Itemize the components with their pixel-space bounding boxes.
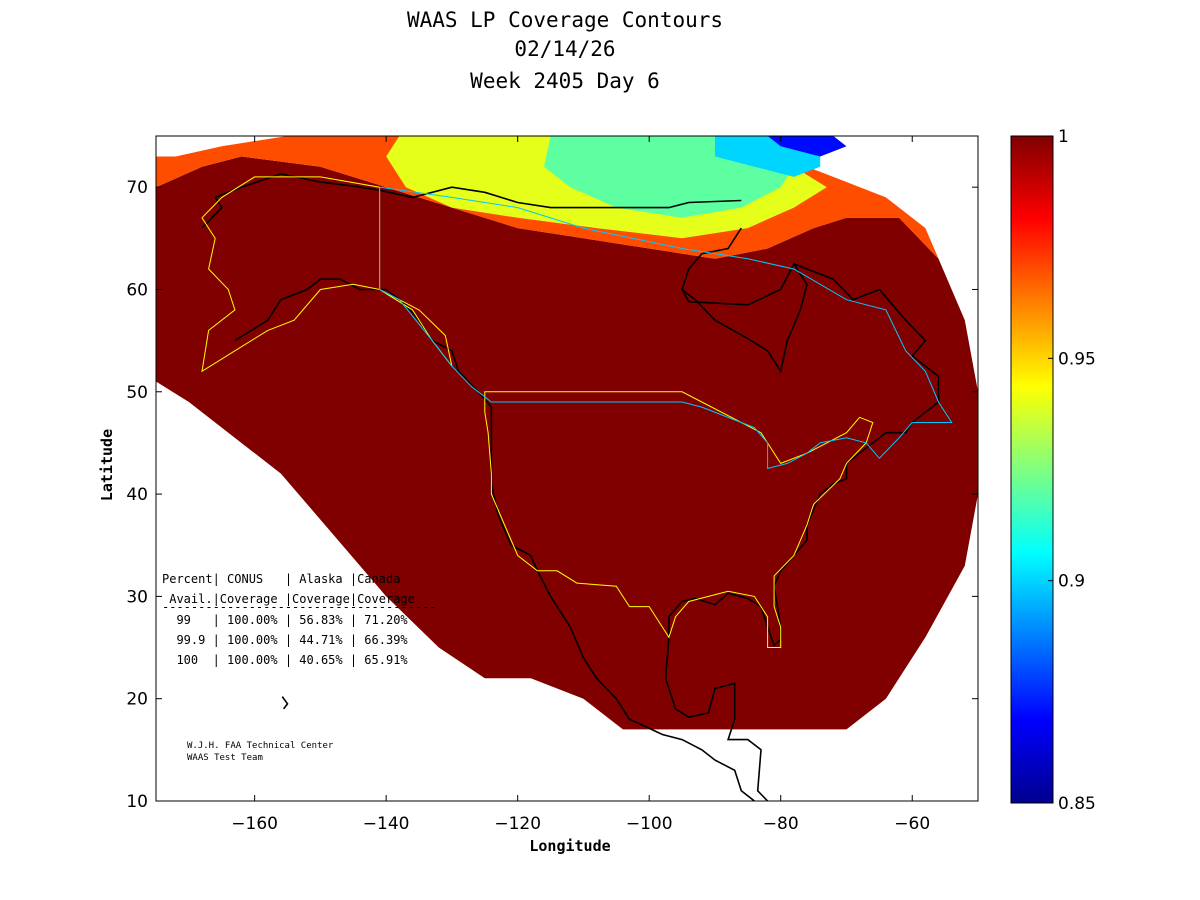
x-axis-ticks: −160 −140 −120 −100 −80 −60 xyxy=(231,136,930,834)
coverage-region-main-coverage xyxy=(156,156,978,730)
colorbar-tick-label: 0.9 xyxy=(1058,572,1085,592)
coverage-stats-table: Percent| CONUS | Alaska |Canada Avail.|C… xyxy=(162,572,437,667)
x-tick-label: −140 xyxy=(363,814,410,834)
y-tick-label: 70 xyxy=(126,178,148,198)
y-axis-label: Latitude xyxy=(98,429,116,501)
coastline-hudson xyxy=(681,227,808,374)
chart-title-line-3: Week 2405 Day 6 xyxy=(470,69,660,93)
coastline-yucatan xyxy=(664,637,769,801)
chart-title-line-2: 02/14/26 xyxy=(514,37,615,61)
stats-row-99-9: 99.9 | 100.00% | 44.71% | 66.39% xyxy=(162,633,408,647)
x-axis-label: Longitude xyxy=(529,837,610,855)
y-tick-label: 30 xyxy=(126,587,148,607)
waas-service-polygons xyxy=(201,176,953,648)
colorbar-ticks: 0.85 0.9 0.95 1 xyxy=(1048,127,1096,814)
x-tick-label: −100 xyxy=(626,814,673,834)
coverage-regions xyxy=(156,136,978,730)
stats-header-2: Avail.|Coverage |Coverage|Coverage xyxy=(162,592,415,606)
plot-frame xyxy=(155,135,979,802)
chart-title-line-1: WAAS LP Coverage Contours xyxy=(407,8,723,32)
colorbar-tick-label: 1 xyxy=(1058,127,1069,147)
credit-line-1: W.J.H. FAA Technical Center xyxy=(187,741,334,751)
colorbar xyxy=(1010,135,1054,804)
x-tick-label: −160 xyxy=(231,814,278,834)
stats-row-100: 100 | 100.00% | 40.65% | 65.91% xyxy=(162,653,408,667)
colorbar-tick-label: 0.85 xyxy=(1058,794,1096,814)
x-tick-label: −60 xyxy=(894,814,930,834)
coastline-gulf xyxy=(668,263,940,647)
stats-separator: -------------------------------------- xyxy=(162,600,437,614)
credit-line-2: WAAS Test Team xyxy=(187,753,263,763)
y-tick-label: 50 xyxy=(126,383,148,403)
x-tick-label: −120 xyxy=(494,814,541,834)
stats-header-1: Percent| CONUS | Alaska |Canada xyxy=(162,572,400,586)
x-tick-label: −80 xyxy=(763,814,799,834)
service-polygon-canada-service xyxy=(379,186,953,470)
colorbar-tick-label: 0.95 xyxy=(1058,349,1096,369)
coastline-hawaii xyxy=(281,696,289,710)
y-tick-label: 20 xyxy=(126,690,148,710)
credits: W.J.H. FAA Technical Center WAAS Test Te… xyxy=(187,741,334,763)
coverage-region-blue xyxy=(767,136,847,157)
coastline-alaska xyxy=(201,173,742,229)
stats-row-99: 99 | 100.00% | 56.83% | 71.20% xyxy=(162,613,408,627)
y-tick-label: 60 xyxy=(126,280,148,300)
service-polygon-conus-service xyxy=(484,391,874,648)
y-tick-label: 40 xyxy=(126,485,148,505)
y-axis-ticks: 10 20 30 40 50 60 70 xyxy=(126,178,978,812)
y-tick-label: 10 xyxy=(126,792,148,812)
